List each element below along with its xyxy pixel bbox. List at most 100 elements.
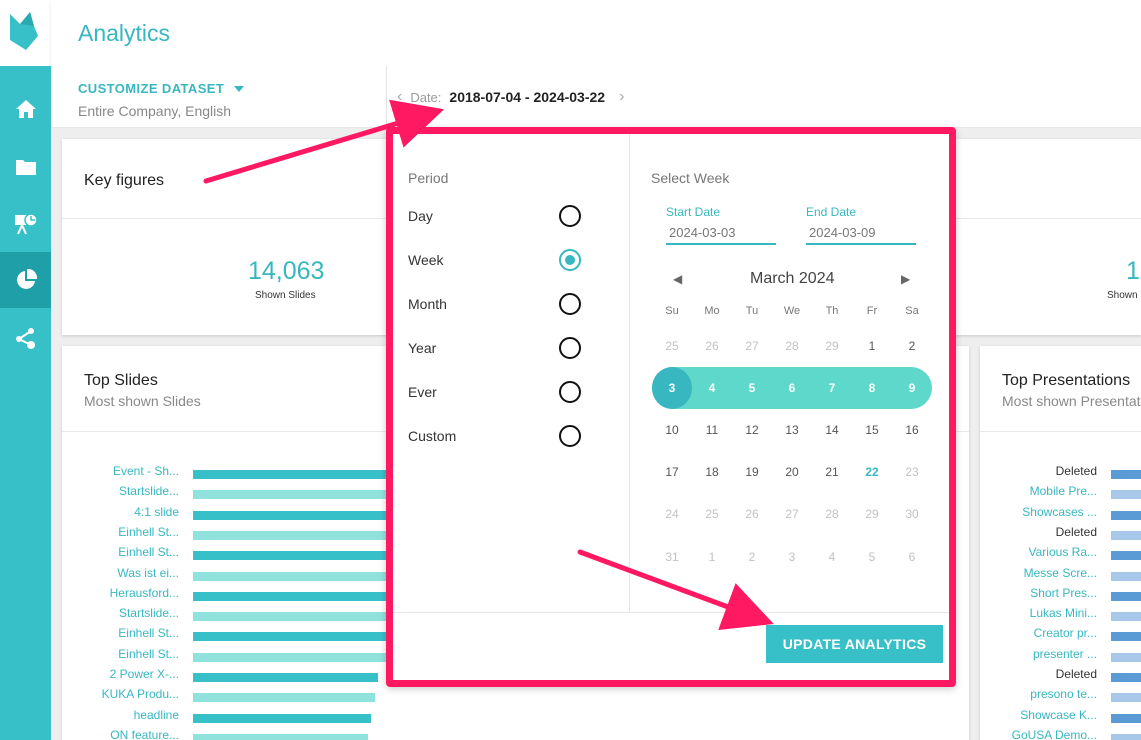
slide-bar[interactable] bbox=[193, 530, 454, 540]
slide-bar[interactable] bbox=[193, 551, 451, 561]
period-radio[interactable] bbox=[559, 293, 581, 315]
fox-logo-icon bbox=[10, 12, 38, 50]
chevron-left-icon[interactable]: ‹ bbox=[397, 88, 403, 105]
start-date-field[interactable]: 2024-03-03 bbox=[666, 221, 776, 245]
slide-bar[interactable] bbox=[193, 713, 372, 723]
nav-files[interactable] bbox=[0, 139, 51, 195]
weekday-header: Fr bbox=[866, 305, 878, 317]
period-option-day[interactable]: Day bbox=[408, 205, 588, 229]
period-option-custom[interactable]: Custom bbox=[408, 425, 588, 449]
calendar-day[interactable]: 2 bbox=[908, 339, 916, 353]
next-month-icon[interactable]: ▶ bbox=[901, 272, 911, 286]
presentation-bar[interactable] bbox=[1111, 470, 1141, 479]
customize-dataset-button[interactable]: CUSTOMIZE DATASET bbox=[78, 81, 245, 96]
period-option-ever[interactable]: Ever bbox=[408, 381, 588, 405]
presentation-bar-label: Short Pres... bbox=[1030, 585, 1097, 600]
right-figure-label: Shown bbox=[1107, 290, 1138, 301]
presentation-bar[interactable] bbox=[1111, 551, 1141, 561]
presentation-bar-label: GoUSA Demo... bbox=[1011, 727, 1097, 740]
calendar-day[interactable]: 20 bbox=[785, 465, 799, 479]
presentation-bar-label: Mobile Pre... bbox=[1029, 484, 1097, 499]
slide-bar-label: Herausford... bbox=[109, 585, 179, 600]
chevron-right-icon[interactable]: › bbox=[619, 88, 625, 105]
calendar-day[interactable]: 11 bbox=[705, 423, 719, 437]
period-radio[interactable] bbox=[559, 205, 581, 227]
nav-analytics[interactable] bbox=[0, 252, 51, 308]
nav-home[interactable] bbox=[0, 81, 51, 137]
calendar-day: 1 bbox=[708, 550, 716, 564]
slide-bar[interactable] bbox=[193, 733, 368, 740]
slide-bar[interactable] bbox=[193, 632, 424, 642]
presentation-bar-label: Deleted bbox=[1055, 464, 1097, 478]
calendar-day[interactable]: 8 bbox=[868, 381, 876, 395]
slide-bar[interactable] bbox=[193, 673, 378, 682]
presentation-bar[interactable] bbox=[1111, 571, 1141, 581]
presentation-bar[interactable] bbox=[1111, 652, 1141, 662]
calendar-day[interactable]: 13 bbox=[785, 423, 799, 437]
slide-bar-label: Event - Sh... bbox=[112, 464, 179, 478]
calendar-day[interactable]: 22 bbox=[865, 465, 879, 479]
presentation-bar[interactable] bbox=[1111, 673, 1141, 682]
period-option-week[interactable]: Week bbox=[408, 249, 588, 273]
calendar-day[interactable]: 7 bbox=[828, 381, 836, 395]
calendar-day: 30 bbox=[905, 507, 919, 521]
period-radio[interactable] bbox=[559, 381, 581, 403]
calendar-day[interactable]: 17 bbox=[665, 465, 679, 479]
start-date-label: Start Date bbox=[666, 205, 721, 219]
slide-bar[interactable] bbox=[193, 571, 444, 581]
presentation-bar[interactable] bbox=[1111, 713, 1141, 723]
calendar-day[interactable]: 6 bbox=[788, 381, 796, 395]
nav-share[interactable] bbox=[0, 311, 51, 367]
slide-bar[interactable] bbox=[193, 470, 523, 479]
calendar-day[interactable]: 19 bbox=[745, 465, 759, 479]
prev-month-icon[interactable]: ◀ bbox=[673, 272, 683, 286]
period-option-month[interactable]: Month bbox=[408, 293, 588, 317]
app-logo[interactable] bbox=[0, 0, 51, 66]
calendar-day[interactable]: 3 bbox=[668, 381, 676, 395]
calendar-day: 4 bbox=[828, 550, 836, 564]
calendar-day[interactable]: 15 bbox=[865, 423, 879, 437]
slide-bar[interactable] bbox=[193, 510, 457, 520]
calendar-day[interactable]: 16 bbox=[905, 423, 919, 437]
presentation-bar[interactable] bbox=[1111, 733, 1141, 740]
end-date-field[interactable]: 2024-03-09 bbox=[806, 221, 916, 245]
period-option-year[interactable]: Year bbox=[408, 337, 588, 361]
calendar-day[interactable]: 10 bbox=[665, 423, 679, 437]
presentation-bar[interactable] bbox=[1111, 510, 1141, 520]
calendar-day[interactable]: 1 bbox=[868, 339, 876, 353]
calendar-day[interactable]: 9 bbox=[908, 381, 916, 395]
calendar-day[interactable]: 12 bbox=[745, 423, 759, 437]
update-analytics-button[interactable]: UPDATE ANALYTICS bbox=[766, 625, 943, 663]
presentation-bar[interactable] bbox=[1111, 632, 1141, 642]
nav-presentations[interactable] bbox=[0, 196, 51, 252]
slide-bar[interactable] bbox=[193, 490, 464, 500]
calendar-day[interactable]: 5 bbox=[748, 381, 756, 395]
presentation-bar-label: Deleted bbox=[1055, 524, 1097, 539]
calendar-day: 27 bbox=[785, 507, 799, 521]
dataset-description: Entire Company, English bbox=[78, 103, 232, 119]
presentation-bar[interactable] bbox=[1111, 612, 1141, 622]
presentation-bar[interactable] bbox=[1111, 591, 1141, 601]
date-range-button[interactable]: 2018-07-04 - 2024-03-22 bbox=[449, 89, 606, 105]
period-radio[interactable] bbox=[559, 425, 581, 447]
calendar-day[interactable]: 4 bbox=[708, 381, 716, 395]
period-radio[interactable] bbox=[559, 337, 581, 359]
presentation-bar[interactable] bbox=[1111, 490, 1141, 500]
slide-bar-label: ON feature... bbox=[110, 727, 179, 740]
dataset-toolbar: CUSTOMIZE DATASET Entire Company, Englis… bbox=[51, 66, 1141, 128]
end-date-label: End Date bbox=[806, 205, 857, 219]
calendar-day[interactable]: 21 bbox=[825, 465, 839, 479]
slide-bar[interactable] bbox=[193, 612, 431, 622]
calendar-day: 27 bbox=[745, 339, 759, 353]
period-radio[interactable] bbox=[559, 249, 581, 271]
presentation-bar[interactable] bbox=[1111, 530, 1141, 540]
presentation-bar-label: Lukas Mini... bbox=[1029, 606, 1097, 621]
presentation-bar[interactable] bbox=[1111, 693, 1141, 703]
calendar-day[interactable]: 18 bbox=[705, 465, 719, 479]
folder-icon bbox=[15, 160, 36, 175]
slide-bar[interactable] bbox=[193, 591, 438, 601]
slide-bar[interactable] bbox=[193, 693, 375, 703]
calendar-day[interactable]: 14 bbox=[825, 423, 839, 437]
slide-bar[interactable] bbox=[193, 652, 418, 662]
calendar-day: 25 bbox=[705, 507, 719, 521]
